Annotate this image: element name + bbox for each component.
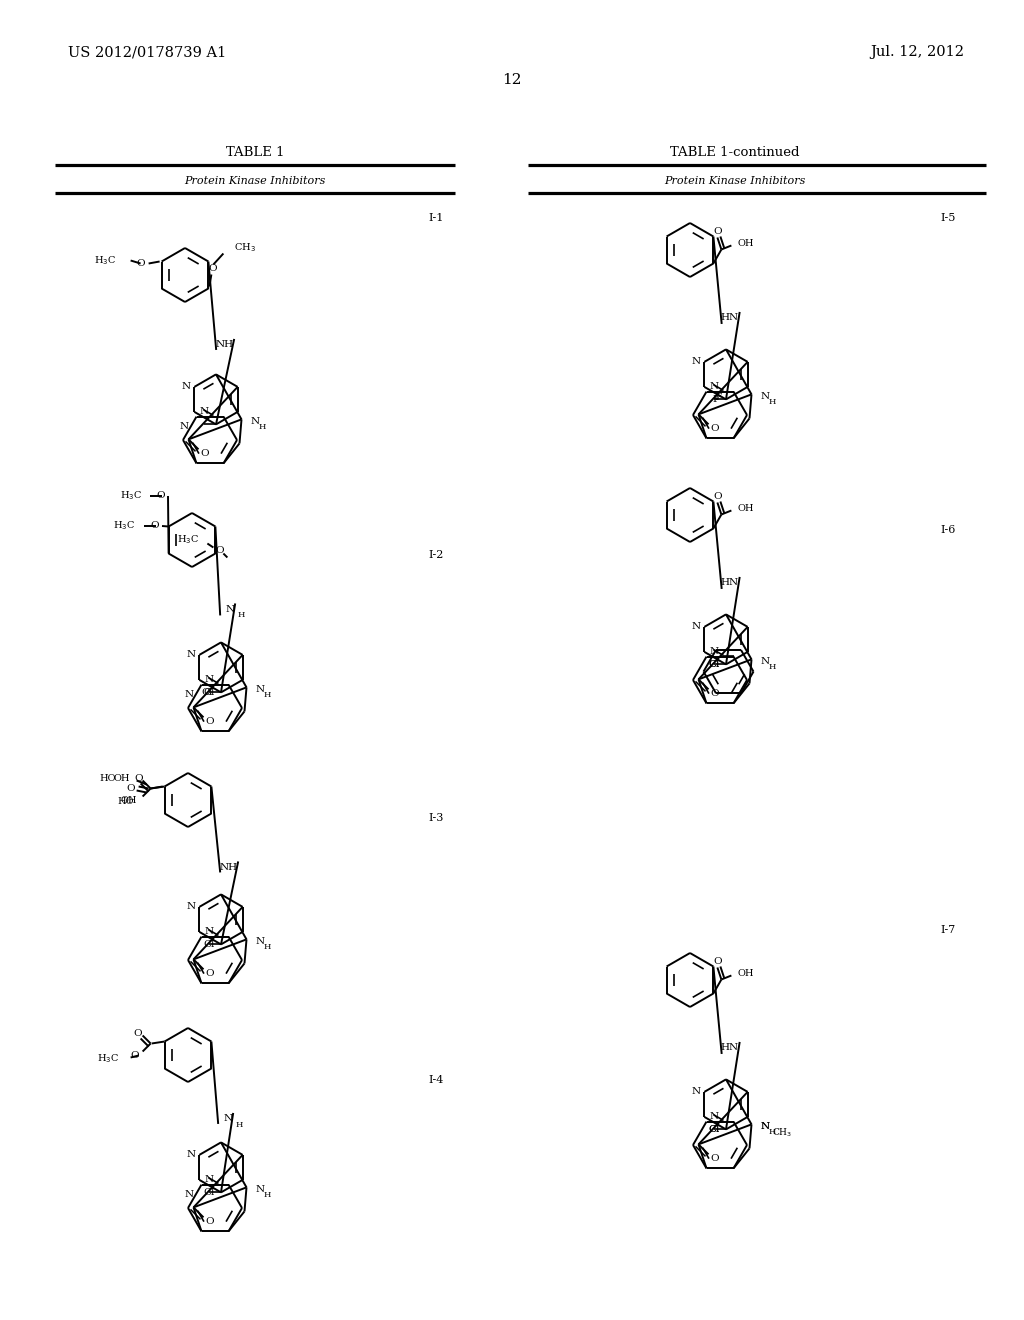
Text: OH: OH xyxy=(737,239,754,248)
Text: O: O xyxy=(126,784,134,793)
Text: H$_3$C: H$_3$C xyxy=(120,490,142,503)
Text: OH: OH xyxy=(113,774,130,783)
Text: Cl: Cl xyxy=(203,940,214,949)
Text: N: N xyxy=(710,647,719,656)
Text: O: O xyxy=(130,1051,138,1060)
Text: N: N xyxy=(186,903,196,911)
Text: O: O xyxy=(157,491,165,500)
Text: F: F xyxy=(715,393,722,403)
Text: H: H xyxy=(768,399,776,407)
Text: N: N xyxy=(761,1122,770,1131)
Text: N: N xyxy=(200,408,209,416)
Text: O: O xyxy=(711,424,719,433)
Text: N: N xyxy=(256,685,264,694)
Text: Cl: Cl xyxy=(709,1125,720,1134)
Text: H: H xyxy=(263,944,271,952)
Text: N: N xyxy=(223,1114,232,1123)
Text: HN: HN xyxy=(721,578,738,587)
Text: O: O xyxy=(133,1030,142,1038)
Text: N: N xyxy=(691,1088,700,1097)
Text: O: O xyxy=(136,259,144,268)
Text: H$_3$C: H$_3$C xyxy=(177,533,200,546)
Text: HN: HN xyxy=(721,1043,738,1052)
Text: H: H xyxy=(238,611,245,619)
Text: N: N xyxy=(761,657,770,665)
Text: O: O xyxy=(713,957,722,966)
Text: N: N xyxy=(761,392,770,401)
Text: O: O xyxy=(205,969,214,978)
Text: NH: NH xyxy=(219,863,238,873)
Text: O: O xyxy=(151,521,159,531)
Text: N: N xyxy=(205,928,213,936)
Text: I-2: I-2 xyxy=(428,550,443,560)
Text: N: N xyxy=(710,383,719,392)
Text: O: O xyxy=(215,546,223,554)
Text: N: N xyxy=(184,1191,194,1199)
Text: H: H xyxy=(263,692,271,700)
Text: N: N xyxy=(225,605,234,614)
Text: F: F xyxy=(713,395,720,404)
Text: H$_3$C: H$_3$C xyxy=(96,1052,119,1065)
Text: Protein Kinase Inhibitors: Protein Kinase Inhibitors xyxy=(665,176,806,186)
Text: H: H xyxy=(263,1192,271,1200)
Text: CH$_3$: CH$_3$ xyxy=(771,1126,792,1139)
Text: 12: 12 xyxy=(502,73,522,87)
Text: O: O xyxy=(711,689,719,698)
Text: I-3: I-3 xyxy=(428,813,443,822)
Text: N: N xyxy=(256,937,264,946)
Text: N: N xyxy=(179,422,188,432)
Text: N: N xyxy=(205,676,213,684)
Text: NH: NH xyxy=(215,341,233,350)
Text: N: N xyxy=(186,1151,196,1159)
Text: N: N xyxy=(181,383,190,392)
Text: N: N xyxy=(205,1175,213,1184)
Text: OH: OH xyxy=(120,796,136,805)
Text: Cl: Cl xyxy=(709,660,720,669)
Text: I-5: I-5 xyxy=(940,213,955,223)
Text: O: O xyxy=(205,1217,214,1226)
Text: HO: HO xyxy=(99,774,116,783)
Text: N: N xyxy=(251,417,260,426)
Text: N: N xyxy=(256,1185,264,1193)
Text: OH: OH xyxy=(737,969,754,978)
Text: H$_3$C: H$_3$C xyxy=(113,520,135,532)
Text: Cl: Cl xyxy=(203,688,214,697)
Text: Cl: Cl xyxy=(201,688,213,697)
Text: N: N xyxy=(186,651,196,660)
Text: O: O xyxy=(713,492,722,502)
Text: O: O xyxy=(711,1154,719,1163)
Text: O: O xyxy=(713,227,722,236)
Text: O: O xyxy=(205,717,214,726)
Text: TABLE 1: TABLE 1 xyxy=(225,147,285,160)
Text: HN: HN xyxy=(721,313,738,322)
Text: H: H xyxy=(258,424,266,432)
Text: N: N xyxy=(691,358,700,367)
Text: Jul. 12, 2012: Jul. 12, 2012 xyxy=(870,45,964,59)
Text: N: N xyxy=(710,1113,719,1122)
Text: I-4: I-4 xyxy=(428,1074,443,1085)
Text: CH$_3$: CH$_3$ xyxy=(234,242,256,253)
Text: Cl: Cl xyxy=(709,660,720,669)
Text: Cl: Cl xyxy=(203,1188,214,1197)
Text: H: H xyxy=(236,1121,243,1129)
Text: N: N xyxy=(691,623,700,631)
Text: I-7: I-7 xyxy=(940,925,955,935)
Text: H: H xyxy=(768,664,776,672)
Text: TABLE 1-continued: TABLE 1-continued xyxy=(671,147,800,160)
Text: US 2012/0178739 A1: US 2012/0178739 A1 xyxy=(68,45,226,59)
Text: N: N xyxy=(184,690,194,700)
Text: I-1: I-1 xyxy=(428,213,443,223)
Text: H$_3$C: H$_3$C xyxy=(93,253,116,267)
Text: Protein Kinase Inhibitors: Protein Kinase Inhibitors xyxy=(184,176,326,186)
Text: O: O xyxy=(200,449,209,458)
Text: Cl: Cl xyxy=(709,1125,720,1134)
Text: OH: OH xyxy=(737,504,754,513)
Text: HO: HO xyxy=(118,797,134,807)
Text: O: O xyxy=(208,264,217,273)
Text: N: N xyxy=(761,1122,770,1131)
Text: H: H xyxy=(768,1129,776,1137)
Text: O: O xyxy=(134,774,143,783)
Text: I-6: I-6 xyxy=(940,525,955,535)
